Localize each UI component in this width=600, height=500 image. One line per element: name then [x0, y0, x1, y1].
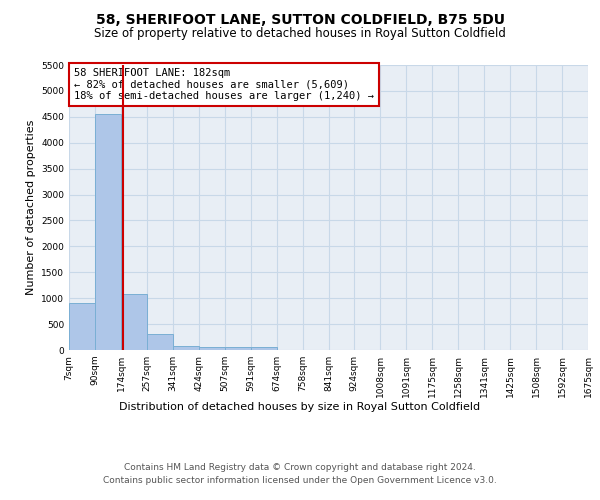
Text: Contains HM Land Registry data © Crown copyright and database right 2024.: Contains HM Land Registry data © Crown c…	[124, 462, 476, 471]
Text: 58, SHERIFOOT LANE, SUTTON COLDFIELD, B75 5DU: 58, SHERIFOOT LANE, SUTTON COLDFIELD, B7…	[95, 12, 505, 26]
Text: Distribution of detached houses by size in Royal Sutton Coldfield: Distribution of detached houses by size …	[119, 402, 481, 412]
Bar	[121, 294, 147, 350]
Bar	[199, 347, 224, 350]
Y-axis label: Number of detached properties: Number of detached properties	[26, 120, 35, 295]
Bar	[173, 346, 199, 350]
Bar	[251, 348, 277, 350]
Text: Contains public sector information licensed under the Open Government Licence v3: Contains public sector information licen…	[103, 476, 497, 485]
Text: 58 SHERIFOOT LANE: 182sqm
← 82% of detached houses are smaller (5,609)
18% of se: 58 SHERIFOOT LANE: 182sqm ← 82% of detac…	[74, 68, 374, 101]
Bar	[147, 334, 173, 350]
Bar	[224, 347, 251, 350]
Text: Size of property relative to detached houses in Royal Sutton Coldfield: Size of property relative to detached ho…	[94, 28, 506, 40]
Bar	[95, 114, 121, 350]
Bar	[69, 304, 95, 350]
